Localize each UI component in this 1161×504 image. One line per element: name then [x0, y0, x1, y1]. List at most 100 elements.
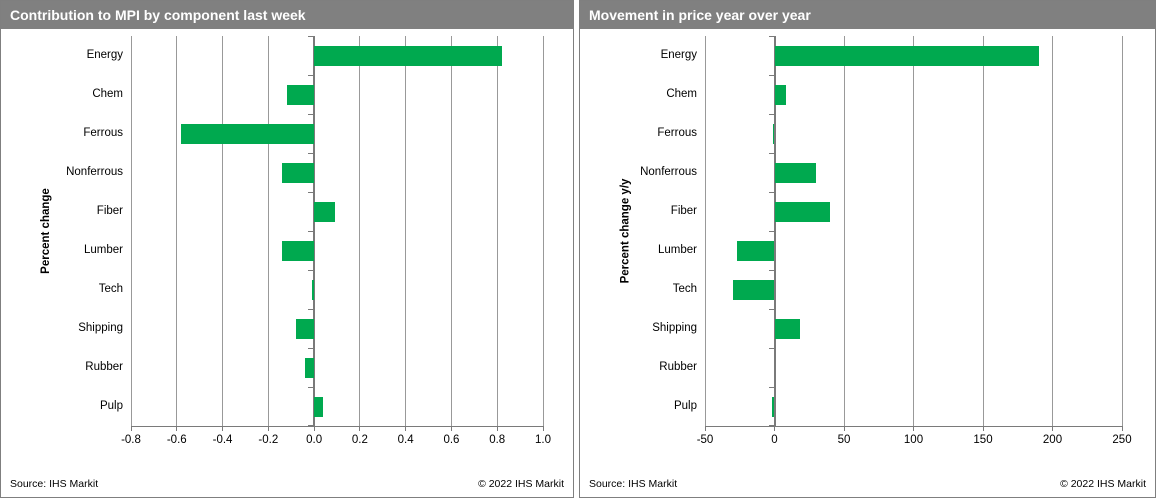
- x-tick-label: -50: [696, 434, 714, 446]
- bar: [311, 279, 315, 300]
- gridline: [267, 36, 269, 426]
- chart-title-bar: Contribution to MPI by component last we…: [1, 1, 573, 29]
- x-axis-tick: [542, 426, 544, 431]
- bar: [314, 45, 502, 66]
- bar: [773, 123, 775, 144]
- copyright-text: © 2022 IHS Markit: [1060, 478, 1146, 490]
- bar: [732, 279, 775, 300]
- copyright-text: © 2022 IHS Markit: [478, 478, 564, 490]
- x-tick-label: 1.0: [535, 434, 551, 446]
- x-axis-tick: [222, 426, 224, 431]
- bar: [286, 84, 315, 105]
- bar: [771, 396, 775, 417]
- category-label: Rubber: [85, 361, 123, 373]
- x-tick-label: 100: [903, 434, 924, 446]
- category-label: Energy: [86, 49, 123, 61]
- x-tick-label: 200: [1042, 434, 1063, 446]
- category-label: Rubber: [659, 361, 697, 373]
- bar: [295, 318, 315, 339]
- category-axis-tick: [768, 270, 775, 271]
- panel-left: Contribution to MPI by component last we…: [0, 0, 574, 498]
- chart-title-bar: Movement in price year over year: [580, 1, 1155, 29]
- gridline: [359, 36, 361, 426]
- gridline: [913, 36, 914, 426]
- category-axis-tick: [768, 153, 775, 154]
- category-label: Tech: [98, 283, 123, 295]
- category-label: Ferrous: [657, 127, 697, 139]
- category-axis-tick: [308, 192, 315, 193]
- category-label: Shipping: [78, 322, 123, 334]
- category-axis-tick: [768, 231, 775, 232]
- gridline: [1121, 36, 1123, 426]
- category-axis-tick: [308, 36, 315, 37]
- category-axis-tick: [308, 425, 315, 426]
- x-axis-tick: [267, 426, 269, 431]
- chart-title: Movement in price year over year: [589, 7, 811, 23]
- chart-title: Contribution to MPI by component last we…: [10, 7, 306, 23]
- gridline: [176, 36, 178, 426]
- category-label: Lumber: [658, 244, 697, 256]
- gridline: [450, 36, 452, 426]
- x-tick-label: 0.0: [306, 434, 323, 446]
- gridline: [542, 36, 544, 426]
- category-axis-tick: [768, 348, 775, 349]
- gridline: [496, 36, 498, 426]
- x-tick-label: -0.2: [258, 434, 279, 446]
- category-label: Pulp: [673, 400, 697, 412]
- category-axis-tick: [308, 231, 315, 232]
- category-label: Energy: [660, 49, 697, 61]
- x-axis-line: [131, 425, 543, 427]
- zero-axis-line: [313, 36, 316, 426]
- gridline: [222, 36, 224, 426]
- gridline: [405, 36, 407, 426]
- x-axis-tick: [982, 426, 984, 431]
- category-label: Tech: [672, 283, 697, 295]
- x-axis-tick: [843, 426, 845, 431]
- gridline: [1052, 36, 1053, 426]
- gridline: [704, 36, 706, 426]
- bar: [774, 318, 800, 339]
- x-tick-label: -0.6: [166, 434, 187, 446]
- category-axis-tick: [768, 36, 775, 37]
- category-label: Pulp: [99, 400, 123, 412]
- category-label: Nonferrous: [66, 166, 123, 178]
- x-axis-tick: [1121, 426, 1123, 431]
- category-axis-tick: [768, 75, 775, 76]
- category-label: Nonferrous: [640, 166, 697, 178]
- category-label: Ferrous: [83, 127, 123, 139]
- bar: [774, 201, 831, 222]
- category-axis-tick: [308, 75, 315, 76]
- category-axis-tick: [768, 425, 775, 426]
- category-label: Fiber: [670, 205, 697, 217]
- category-axis-tick: [308, 387, 315, 388]
- gridline: [982, 36, 984, 426]
- x-tick-label: 0.2: [351, 434, 368, 446]
- category-axis-tick: [308, 153, 315, 154]
- x-axis-tick: [313, 426, 315, 431]
- bar: [314, 396, 324, 417]
- x-axis-tick: [359, 426, 361, 431]
- zero-axis-line: [773, 36, 776, 426]
- x-tick-label: 50: [837, 434, 851, 446]
- category-axis-tick: [768, 387, 775, 388]
- bar: [282, 240, 315, 261]
- category-axis-tick: [308, 270, 315, 271]
- x-axis-tick: [704, 426, 706, 431]
- bar: [774, 162, 817, 183]
- x-tick-label: 0.6: [443, 434, 460, 446]
- x-axis-tick: [405, 426, 407, 431]
- x-tick-label: 150: [973, 434, 993, 446]
- category-label: Fiber: [96, 205, 123, 217]
- x-tick-label: 250: [1112, 434, 1132, 446]
- x-tick-label: 0.8: [489, 434, 506, 446]
- gridline: [843, 36, 845, 426]
- category-axis-tick: [768, 309, 775, 310]
- bar: [314, 201, 335, 222]
- x-axis-tick: [450, 426, 452, 431]
- category-label: Shipping: [652, 322, 697, 334]
- source-text: Source: IHS Markit: [589, 478, 678, 490]
- x-axis-tick: [130, 426, 132, 431]
- x-axis-tick: [1052, 426, 1053, 431]
- gridline: [130, 36, 132, 426]
